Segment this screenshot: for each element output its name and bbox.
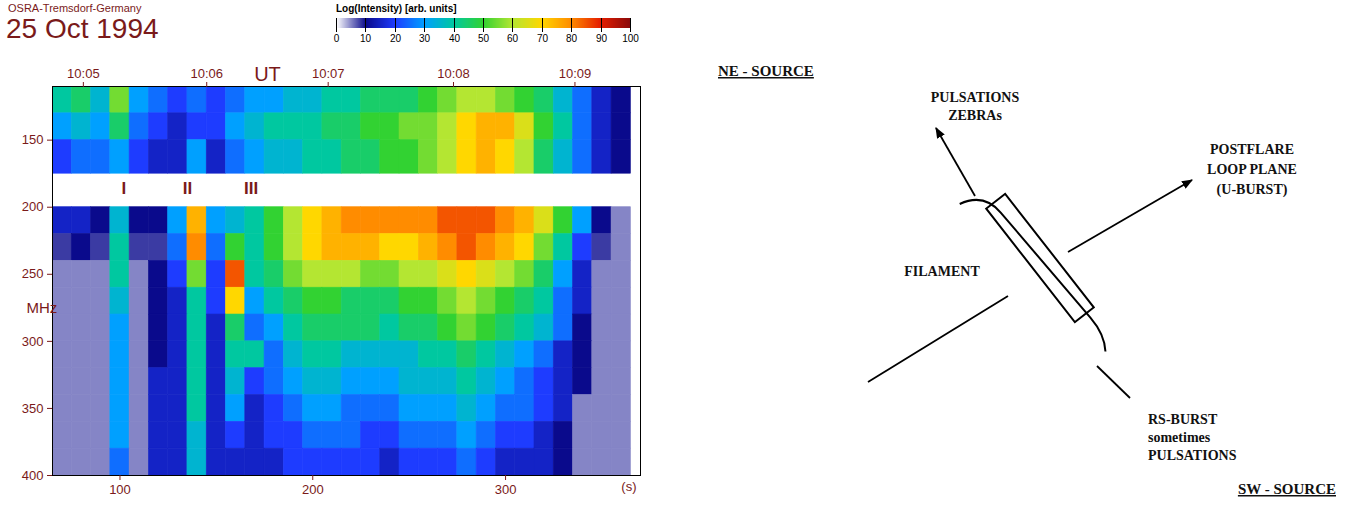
- svg-text:Log(Intensity) [arb. units]: Log(Intensity) [arb. units]: [336, 3, 457, 14]
- svg-text:PULSATIONS: PULSATIONS: [1148, 448, 1237, 463]
- svg-text:10:07: 10:07: [312, 66, 345, 81]
- svg-text:FILAMENT: FILAMENT: [904, 264, 980, 279]
- svg-text:80: 80: [566, 33, 578, 44]
- svg-text:10:09: 10:09: [559, 66, 592, 81]
- svg-text:II: II: [183, 179, 192, 198]
- svg-text:POSTFLARE: POSTFLARE: [1210, 142, 1294, 157]
- svg-text:0: 0: [334, 33, 340, 44]
- svg-text:PULSATIONS: PULSATIONS: [931, 90, 1020, 105]
- svg-text:UT: UT: [254, 63, 281, 85]
- svg-text:200: 200: [302, 482, 324, 497]
- svg-text:sometimes: sometimes: [1148, 430, 1211, 445]
- svg-text:250: 250: [22, 266, 44, 281]
- svg-text:20: 20: [390, 33, 402, 44]
- svg-text:100: 100: [109, 482, 131, 497]
- svg-text:SW - SOURCE: SW - SOURCE: [1238, 481, 1336, 497]
- svg-text:I: I: [121, 179, 126, 198]
- svg-text:ZEBRAs: ZEBRAs: [948, 108, 1002, 123]
- svg-text:90: 90: [596, 33, 608, 44]
- svg-text:200: 200: [22, 199, 44, 214]
- html-text:OSRA-Tremsdorf-Germany: OSRA-Tremsdorf-Germany: [8, 2, 142, 14]
- svg-text:MHz: MHz: [27, 299, 58, 316]
- svg-text:30: 30: [419, 33, 431, 44]
- svg-text:50: 50: [478, 33, 490, 44]
- svg-text:40: 40: [449, 33, 461, 44]
- svg-text:300: 300: [22, 334, 44, 349]
- svg-text:100: 100: [622, 33, 639, 44]
- svg-text:70: 70: [537, 33, 549, 44]
- svg-text:LOOP PLANE: LOOP PLANE: [1207, 162, 1297, 177]
- svg-text:10:06: 10:06: [190, 66, 223, 81]
- svg-text:300: 300: [495, 482, 517, 497]
- svg-text:60: 60: [507, 33, 519, 44]
- html-text:25 Oct 1994: 25 Oct 1994: [6, 13, 159, 44]
- svg-text:10:08: 10:08: [437, 66, 470, 81]
- svg-text:400: 400: [22, 468, 44, 483]
- svg-text:RS-BURST: RS-BURST: [1148, 412, 1218, 427]
- svg-text:150: 150: [22, 132, 44, 147]
- svg-text:350: 350: [22, 401, 44, 416]
- svg-text:10: 10: [360, 33, 372, 44]
- svg-text:10:05: 10:05: [67, 66, 100, 81]
- svg-text:(s): (s): [621, 479, 636, 494]
- svg-text:(U-BURST): (U-BURST): [1217, 182, 1288, 198]
- svg-text:III: III: [244, 179, 258, 198]
- svg-text:NE - SOURCE: NE - SOURCE: [718, 63, 814, 79]
